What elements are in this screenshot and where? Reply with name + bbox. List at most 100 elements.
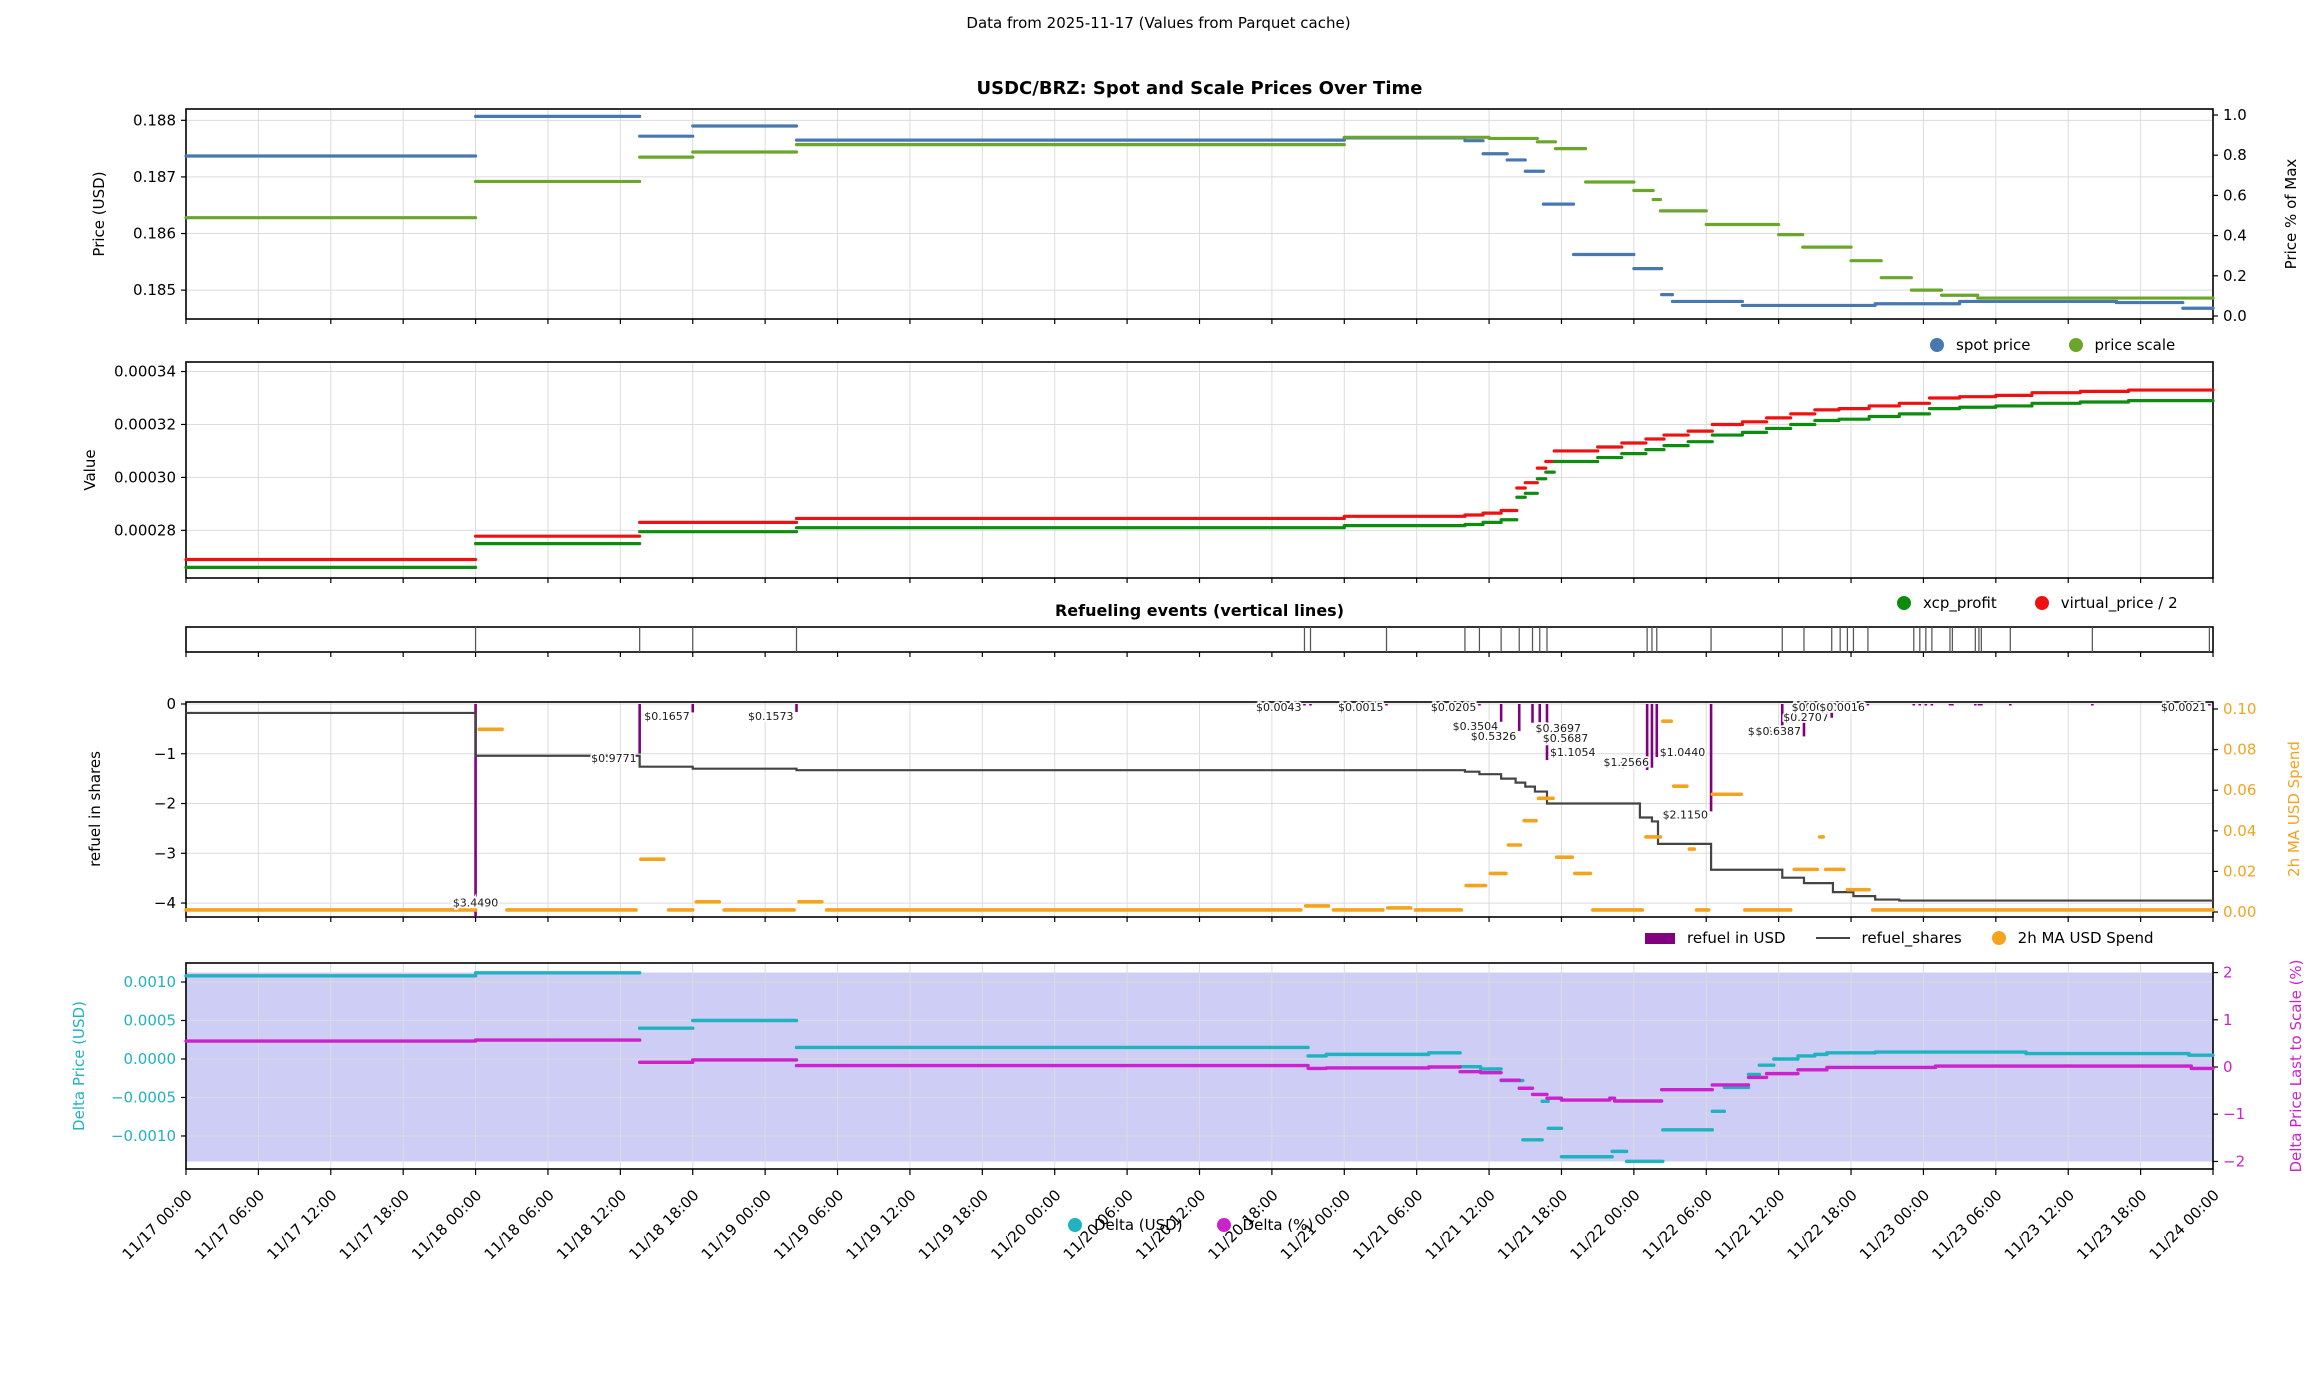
svg-text:11/18 06:00: 11/18 06:00 <box>481 1186 558 1263</box>
svg-text:11/17 00:00: 11/17 00:00 <box>119 1186 196 1263</box>
svg-text:0.6: 0.6 <box>2223 186 2247 204</box>
svg-text:0: 0 <box>2223 1058 2233 1076</box>
svg-text:0.00032: 0.00032 <box>114 415 176 433</box>
delta-usd-marker <box>1068 1218 1082 1232</box>
svg-text:$0.0043: $0.0043 <box>1256 701 1302 714</box>
svg-text:0.188: 0.188 <box>133 111 176 129</box>
legend-label-price-scale: price scale <box>2094 336 2176 354</box>
svg-text:11/21 12:00: 11/21 12:00 <box>1422 1186 1499 1263</box>
svg-text:$0.0: $0.0 <box>1798 701 1823 714</box>
svg-text:−0.0010: −0.0010 <box>111 1127 176 1145</box>
legend-label-xcp-profit: xcp_profit <box>1923 594 1997 612</box>
svg-text:11/19 18:00: 11/19 18:00 <box>915 1186 992 1263</box>
legend-panel2: xcp_profit virtual_price / 2 <box>1897 594 2178 612</box>
legend-panel5: Delta (USD) Delta (%) <box>1068 1216 1313 1234</box>
svg-text:11/23 18:00: 11/23 18:00 <box>2073 1186 2150 1263</box>
svg-text:0.00030: 0.00030 <box>114 468 176 486</box>
svg-text:$0.1573: $0.1573 <box>748 710 794 723</box>
svg-text:−2: −2 <box>2223 1152 2245 1170</box>
refuel-usd-marker <box>1645 932 1675 944</box>
refuel-annotations: $3.4490 $0.9771 $0.1657 $0.1573 $$0.0043 $0.0… <box>451 699 2208 911</box>
svg-text:$1.0440: $1.0440 <box>1660 746 1706 759</box>
svg-text:0.02: 0.02 <box>2223 862 2256 880</box>
refuel-shares-marker <box>1815 937 1850 939</box>
svg-text:−1: −1 <box>2223 1105 2245 1123</box>
svg-text:11/17 06:00: 11/17 06:00 <box>191 1186 268 1263</box>
svg-text:0: 0 <box>166 695 176 713</box>
svg-text:−1: −1 <box>154 745 176 763</box>
legend-label-refuel-shares: refuel_shares <box>1861 929 1962 947</box>
svg-text:0.00028: 0.00028 <box>114 521 176 539</box>
svg-text:$3.4490: $3.4490 <box>453 897 499 910</box>
svg-text:0.06: 0.06 <box>2223 781 2256 799</box>
figure-suptitle: Data from 2025-11-17 (Values from Parque… <box>966 14 1351 32</box>
panel-refuel: 0 −1 −2 −3 −4 0.10 0.08 0.06 0.04 0.02 0.00 <box>154 695 2256 922</box>
svg-text:11/21 06:00: 11/21 06:00 <box>1349 1186 1426 1263</box>
svg-text:11/17 12:00: 11/17 12:00 <box>263 1186 340 1263</box>
svg-text:11/17 18:00: 11/17 18:00 <box>336 1186 413 1263</box>
legend-panel1: spot price price scale <box>1930 336 2175 354</box>
svg-text:11/19 00:00: 11/19 00:00 <box>698 1186 775 1263</box>
svg-text:11/19 12:00: 11/19 12:00 <box>843 1186 920 1263</box>
svg-text:$0.3504: $0.3504 <box>1453 720 1499 733</box>
price-scale-marker <box>2068 338 2083 352</box>
svg-text:$0.3697: $0.3697 <box>1536 722 1582 735</box>
svg-text:−2: −2 <box>154 795 176 813</box>
svg-text:−3: −3 <box>154 844 176 862</box>
svg-text:0.00034: 0.00034 <box>114 363 176 381</box>
ma-usd-spend-marker <box>1991 931 2006 945</box>
svg-text:11/21 18:00: 11/21 18:00 <box>1494 1186 1571 1263</box>
svg-text:11/22 00:00: 11/22 00:00 <box>1566 1186 1643 1263</box>
svg-text:0.00: 0.00 <box>2223 903 2256 921</box>
svg-text:$0.6387: $0.6387 <box>1755 725 1801 738</box>
svg-text:11/23 06:00: 11/23 06:00 <box>1928 1186 2005 1263</box>
svg-text:0.0005: 0.0005 <box>124 1012 177 1030</box>
svg-text:$0.00: $0.00 <box>1824 701 1856 714</box>
svg-text:$0.2707: $0.2707 <box>1783 711 1829 724</box>
svg-text:0.8: 0.8 <box>2223 146 2247 164</box>
svg-text:0.186: 0.186 <box>133 225 176 243</box>
svg-text:11/23 12:00: 11/23 12:00 <box>2001 1186 2078 1263</box>
panel-spot-scale: 0.188 0.187 0.186 0.185 1.0 0.8 0.6 0.4 0.2 0.0 <box>133 106 2247 325</box>
svg-text:$0.0015: $0.0015 <box>1338 701 1384 714</box>
svg-text:11/20 00:00: 11/20 00:00 <box>987 1186 1064 1263</box>
svg-text:$: $ <box>1288 701 1295 714</box>
svg-text:0.0000: 0.0000 <box>124 1050 177 1068</box>
virtual-price-marker <box>2034 596 2049 610</box>
svg-text:$1.3: $1.3 <box>1620 757 1645 770</box>
svg-text:0.4: 0.4 <box>2223 227 2247 245</box>
legend-label-virtual-price: virtual_price / 2 <box>2060 594 2178 612</box>
svg-text:11/19 06:00: 11/19 06:00 <box>770 1186 847 1263</box>
xcp-profit-marker <box>1897 596 1911 610</box>
svg-text:0.08: 0.08 <box>2223 741 2256 759</box>
delta-pct-marker <box>1216 1218 1231 1232</box>
svg-text:$0: $0 <box>1448 701 1462 714</box>
svg-text:11/22 12:00: 11/22 12:00 <box>1711 1186 1788 1263</box>
panel1-title: USDC/BRZ: Spot and Scale Prices Over Tim… <box>976 78 1423 99</box>
svg-text:$0.0205: $0.0205 <box>1431 701 1477 714</box>
svg-text:$0.0016: $0.0016 <box>1819 701 1865 714</box>
svg-text:0.0: 0.0 <box>2223 307 2247 325</box>
svg-text:11/18 12:00: 11/18 12:00 <box>553 1186 630 1263</box>
legend-label-ma-usd-spend: 2h MA USD Spend <box>2017 929 2154 947</box>
svg-text:$0.9771: $0.9771 <box>591 752 637 765</box>
svg-text:0.10: 0.10 <box>2223 700 2256 718</box>
legend-panel4: refuel in USD refuel_shares 2h MA USD Sp… <box>1645 929 2154 947</box>
svg-text:11/18 00:00: 11/18 00:00 <box>408 1186 485 1263</box>
svg-text:−0.0005: −0.0005 <box>111 1088 176 1106</box>
svg-text:$0.1657: $0.1657 <box>644 710 690 723</box>
svg-text:1.0: 1.0 <box>2223 106 2247 124</box>
svg-text:$0.5326: $0.5326 <box>1471 730 1517 743</box>
panel3-title: Refueling events (vertical lines) <box>1054 601 1345 620</box>
svg-text:11/22 06:00: 11/22 06:00 <box>1639 1186 1716 1263</box>
svg-text:$0.0052: $0.0052 <box>1792 701 1838 714</box>
svg-text:0.187: 0.187 <box>133 168 176 186</box>
svg-text:$0.63: $0.63 <box>1748 725 1780 738</box>
svg-text:0.0010: 0.0010 <box>124 973 177 991</box>
panel-refuel-events <box>185 626 2214 657</box>
svg-text:11/24 00:00: 11/24 00:00 <box>2146 1186 2223 1263</box>
svg-text:−4: −4 <box>154 894 176 912</box>
svg-text:0.185: 0.185 <box>133 281 176 299</box>
